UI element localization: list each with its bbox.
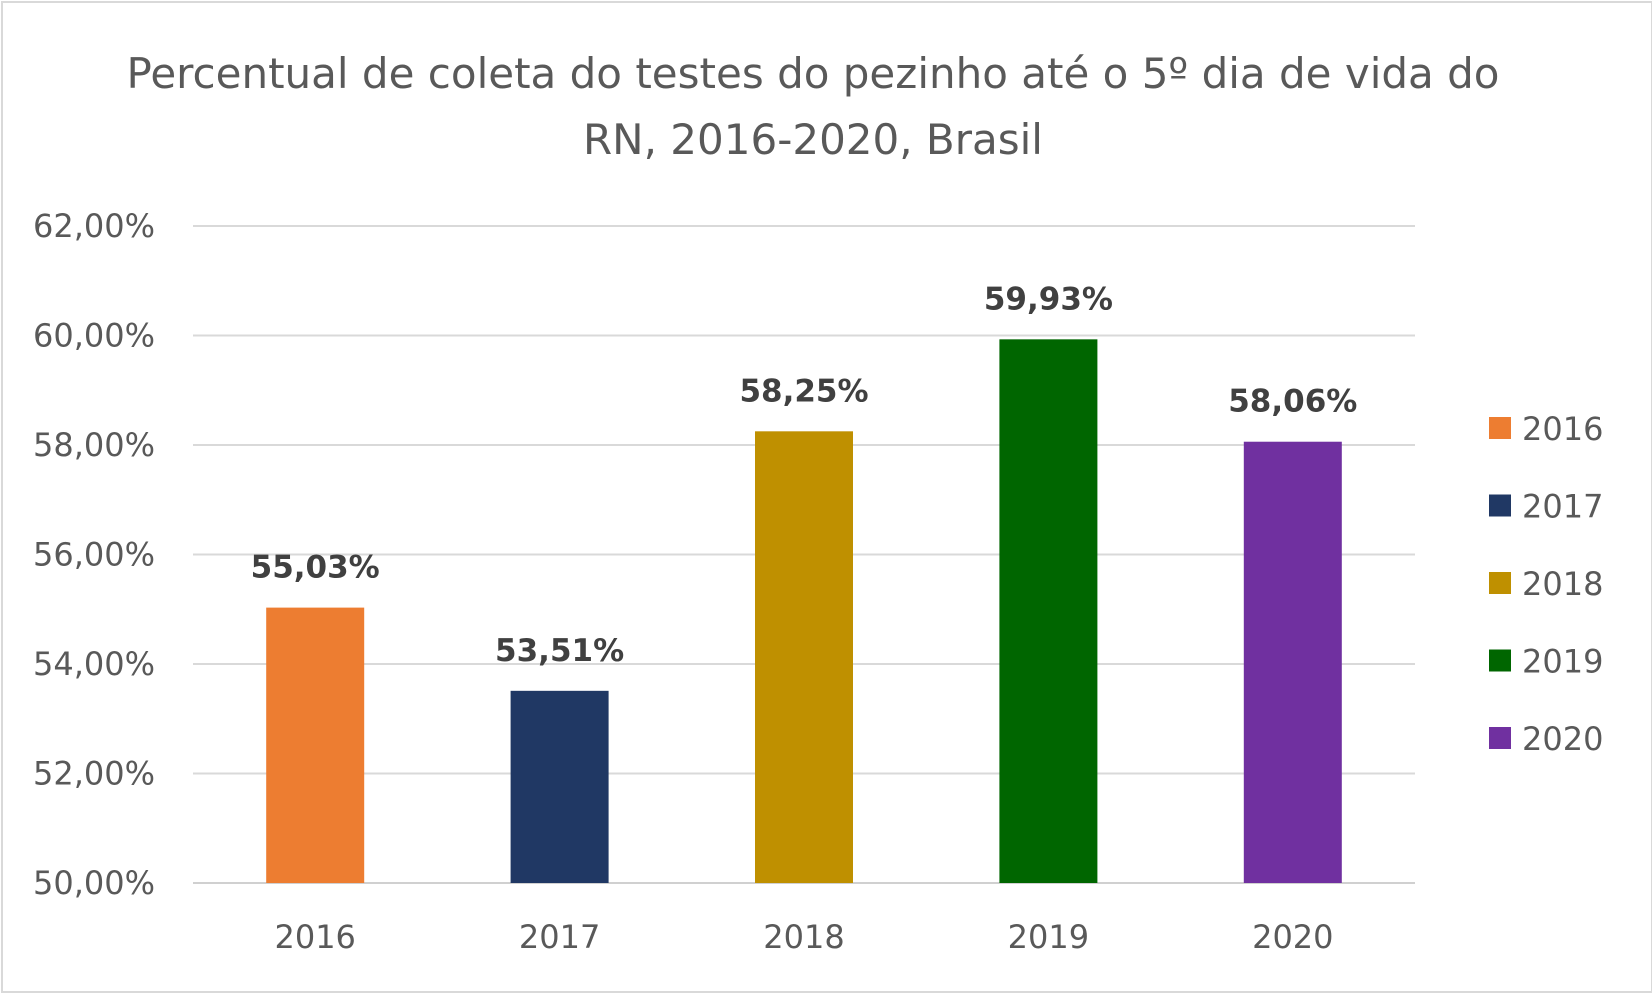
- data-label: 58,25%: [739, 373, 868, 409]
- legend-label: 2019: [1522, 643, 1603, 681]
- legend-label: 2017: [1522, 488, 1603, 526]
- y-tick-label: 60,00%: [33, 317, 155, 355]
- legend-swatch: [1489, 727, 1511, 749]
- legend-swatch: [1489, 649, 1511, 672]
- bar-2019: [999, 339, 1098, 883]
- bar-2018: [755, 431, 853, 883]
- y-tick-label: 50,00%: [33, 864, 155, 902]
- chart-title: Percentual de coleta do testes do pezinh…: [126, 49, 1500, 164]
- y-tick-label: 58,00%: [33, 426, 155, 464]
- bar-2017: [510, 690, 609, 883]
- x-tick-label: 2019: [1008, 918, 1089, 956]
- y-tick-label: 54,00%: [33, 645, 155, 683]
- x-tick-label: 2016: [274, 918, 355, 956]
- data-label: 53,51%: [495, 633, 624, 669]
- x-tick-label: 2017: [519, 918, 600, 956]
- bar-2016: [266, 607, 365, 883]
- x-tick-label: 2018: [763, 918, 844, 956]
- data-label: 58,06%: [1228, 384, 1357, 420]
- data-label: 59,93%: [984, 281, 1113, 317]
- data-label: 55,03%: [251, 550, 380, 586]
- legend-swatch: [1489, 494, 1511, 517]
- legend-label: 2016: [1522, 410, 1603, 448]
- legend-label: 2018: [1522, 565, 1603, 603]
- legend-swatch: [1489, 572, 1511, 594]
- legend-label: 2020: [1522, 720, 1603, 758]
- y-tick-label: 56,00%: [33, 536, 155, 574]
- x-tick-label: 2020: [1252, 918, 1333, 956]
- legend-swatch: [1489, 417, 1511, 439]
- y-tick-label: 62,00%: [33, 207, 155, 245]
- y-tick-label: 52,00%: [33, 755, 155, 793]
- bar-2020: [1243, 441, 1342, 883]
